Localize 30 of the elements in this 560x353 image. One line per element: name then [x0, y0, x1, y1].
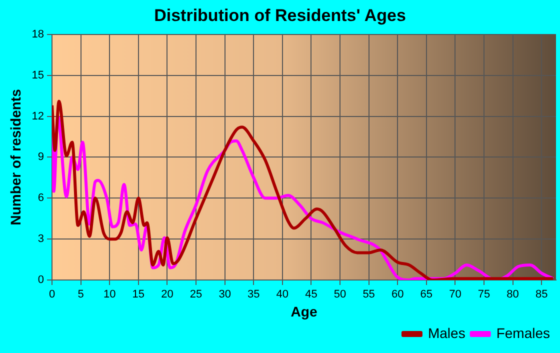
x-tick-label: 45 [305, 288, 318, 301]
x-axis-title: Age [290, 303, 318, 320]
x-tick-label: 60 [391, 288, 404, 301]
x-tick-label: 5 [78, 288, 84, 301]
y-tick-label: 9 [38, 151, 44, 164]
x-tick-label: 65 [420, 288, 433, 301]
x-tick-label: 35 [247, 288, 260, 301]
x-tick-label: 10 [104, 288, 116, 301]
x-tick-label: 25 [190, 288, 202, 301]
x-tick-label: 85 [535, 288, 548, 301]
chart-title: Distribution of Residents' Ages [154, 6, 406, 25]
x-tick-label: 30 [218, 288, 231, 301]
y-tick-label: 12 [32, 110, 44, 122]
legend-label: Males [428, 324, 466, 341]
y-tick-label: 6 [38, 192, 44, 204]
legend-label: Females [496, 324, 550, 341]
x-tick-label: 50 [334, 288, 346, 301]
x-tick-label: 20 [161, 288, 174, 301]
x-tick-label: 70 [449, 288, 462, 301]
x-tick-label: 55 [362, 288, 375, 301]
x-tick-label: 0 [48, 288, 56, 301]
x-tick-label: 15 [132, 288, 145, 301]
x-tick-label: 40 [276, 288, 289, 301]
y-tick-label: 3 [38, 233, 44, 246]
y-tick-label: 18 [32, 28, 44, 40]
x-tick-label: 80 [506, 288, 519, 301]
y-tick-label: 0 [38, 274, 44, 286]
y-axis-title: Number of residents [7, 88, 24, 226]
y-tick-label: 15 [32, 69, 44, 82]
x-tick-label: 75 [478, 288, 490, 301]
